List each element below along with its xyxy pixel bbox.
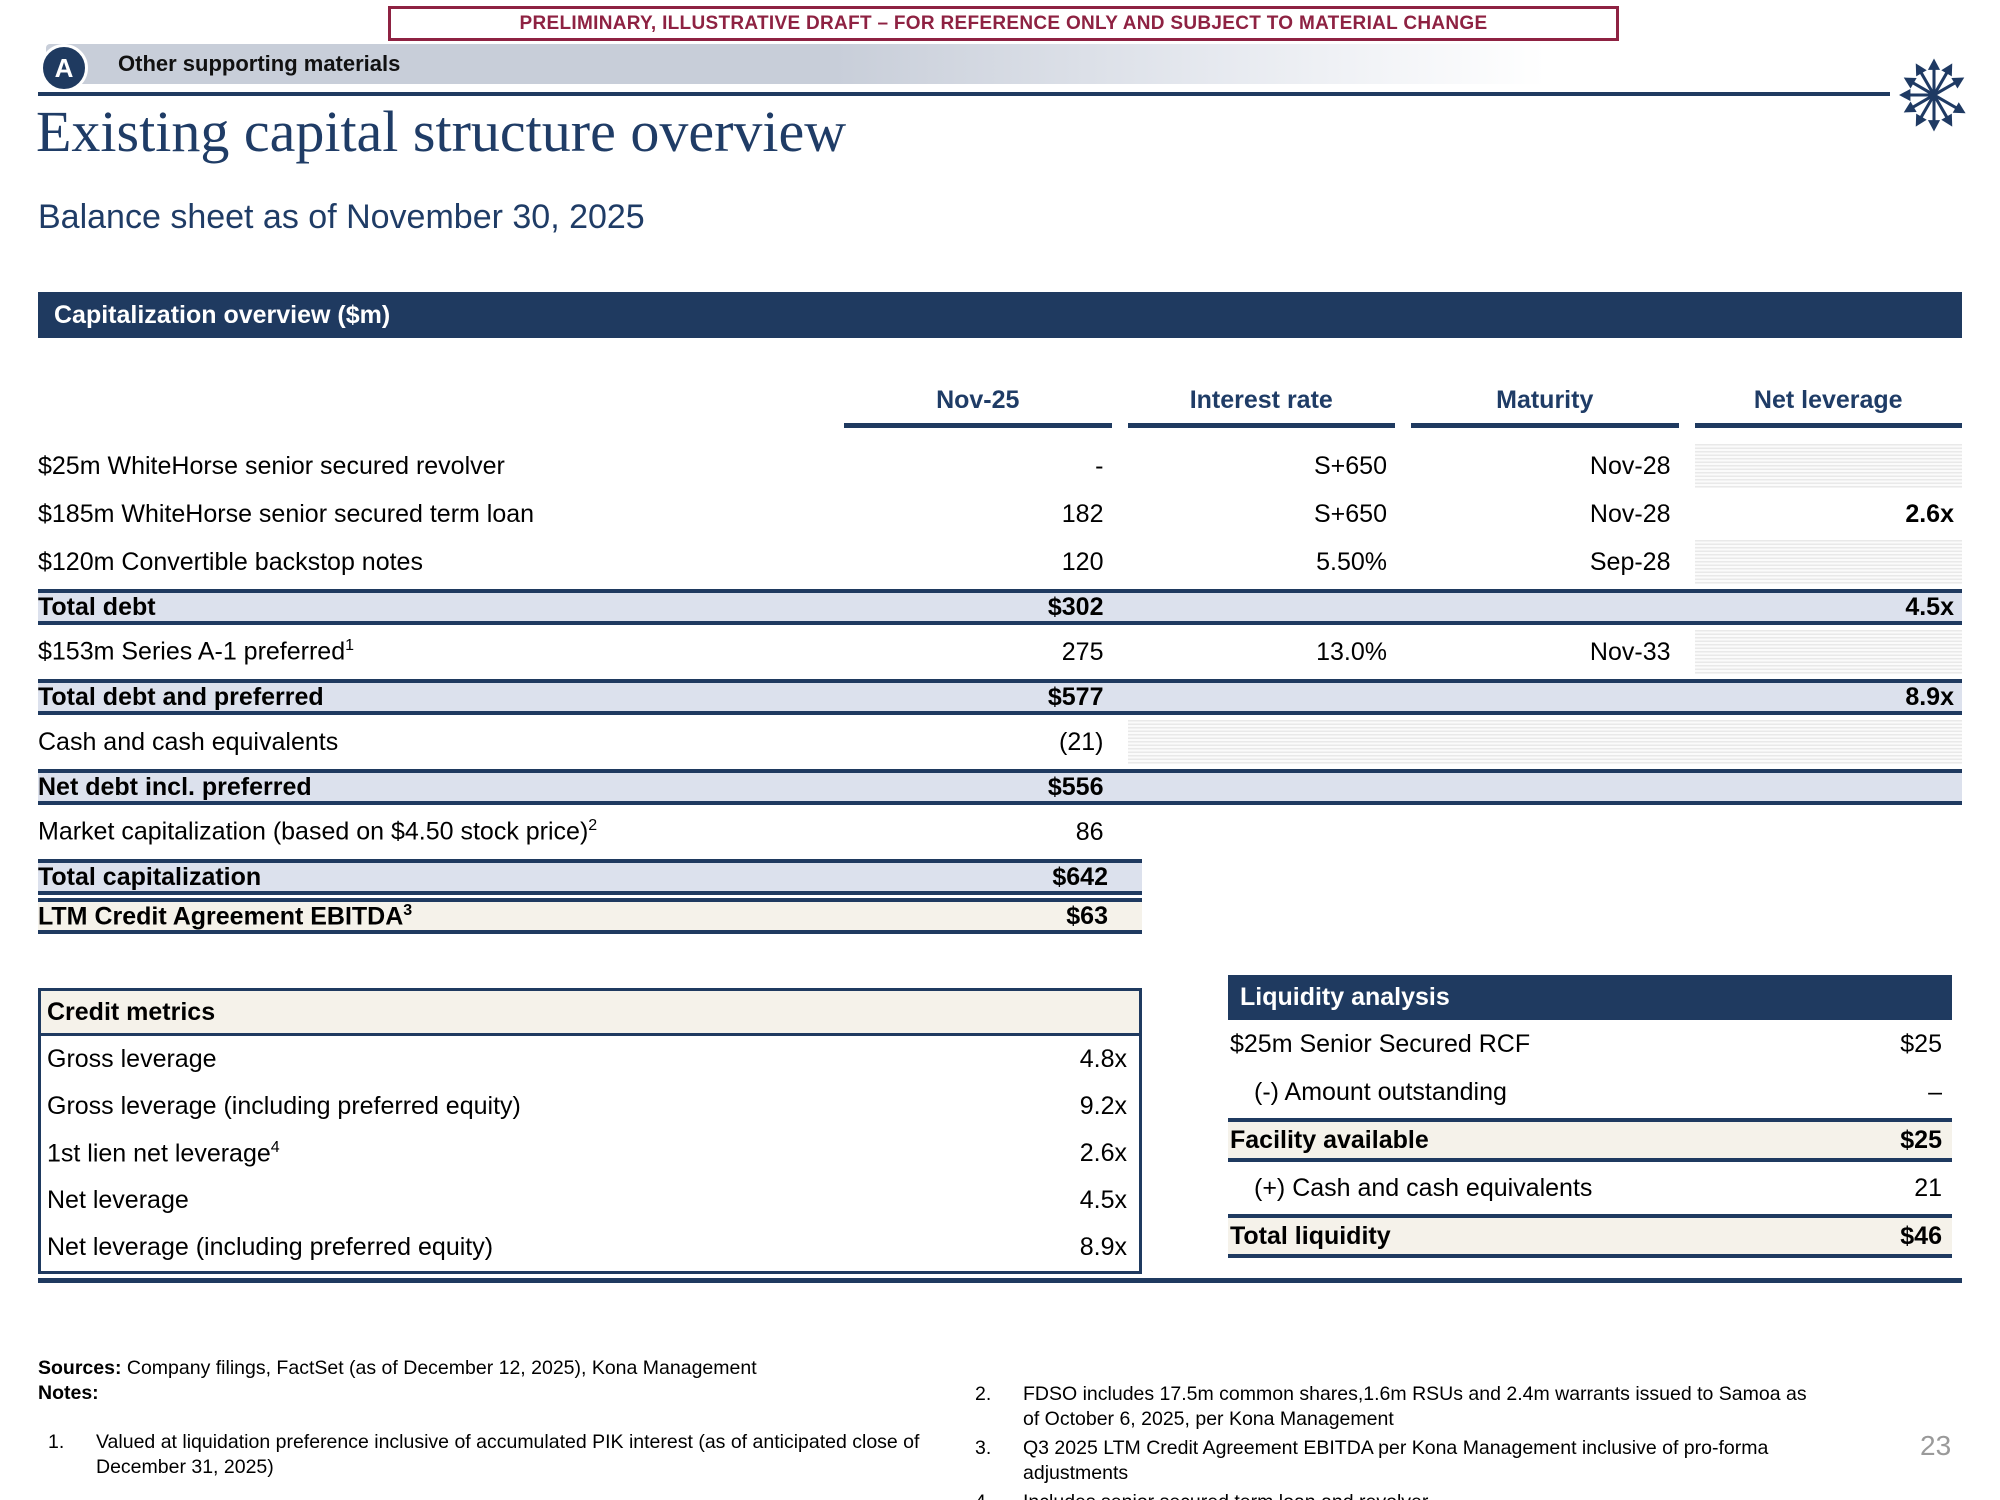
liquidity-total-row: Total liquidity $46 — [1228, 1214, 1952, 1258]
table-row: $25m WhiteHorse senior secured revolver … — [38, 442, 1962, 490]
footnote: 2. FDSO includes 17.5m common shares,1.6… — [975, 1383, 1807, 1430]
table-row: Cash and cash equivalents (21) — [38, 718, 1962, 766]
page-subtitle: Balance sheet as of November 30, 2025 — [38, 198, 645, 236]
col-header-net-leverage: Net leverage — [1694, 386, 1962, 428]
liquidity-row: (+) Cash and cash equivalents 21 — [1254, 1173, 1942, 1202]
row-label: Net debt incl. preferred — [38, 773, 312, 801]
row-label: $153m Series A-1 preferred1 — [38, 637, 355, 666]
cap-table-header-bar: Capitalization overview ($m) — [38, 292, 1962, 338]
notes-label: Notes: — [38, 1382, 99, 1404]
page-title: Existing capital structure overview — [36, 99, 847, 164]
footnotes-right: 2. FDSO includes 17.5m common shares,1.6… — [965, 1382, 1845, 1500]
table-row: $153m Series A-1 preferred1 275 13.0% No… — [38, 628, 1962, 676]
footnote: 4. Includes senior secured term loan and… — [965, 1490, 1845, 1500]
table-row: $120m Convertible backstop notes 120 5.5… — [38, 538, 1962, 586]
hatched-cell — [1694, 630, 1962, 674]
liquidity-row: (-) Amount outstanding – — [1254, 1077, 1942, 1106]
section-badge: A — [40, 44, 88, 92]
footnotes-left: Sources: Company filings, FactSet (as of… — [38, 1356, 953, 1480]
col-header-nov25: Nov-25 — [844, 386, 1112, 428]
row-label: Total capitalization — [38, 863, 262, 891]
draft-banner: PRELIMINARY, ILLUSTRATIVE DRAFT – FOR RE… — [388, 6, 1619, 41]
section-tab: Other supporting materials — [46, 44, 1561, 84]
row-label: $25m WhiteHorse senior secured revolver — [38, 451, 505, 480]
cap-table-title: Capitalization overview ($m) — [54, 300, 391, 329]
row-label: $120m Convertible backstop notes — [38, 547, 423, 576]
footer-divider — [38, 1278, 1962, 1283]
liquidity-analysis-box: Liquidity analysis $25m Senior Secured R… — [1228, 975, 1952, 1260]
col-header-interest-rate: Interest rate — [1127, 386, 1395, 428]
total-row: Total debt $302 4.5x — [38, 589, 1962, 625]
arrow-burst-logo-icon — [1899, 58, 1966, 132]
hatched-cell — [1694, 540, 1962, 584]
page-number: 23 — [1920, 1430, 1952, 1461]
total-row: Total capitalization $642 — [38, 859, 1142, 895]
credit-metric-row: Gross leverage 4.8x — [47, 1045, 1127, 1073]
table-row: $185m WhiteHorse senior secured term loa… — [38, 499, 1954, 528]
cap-table-column-headers: Nov-25 Interest rate Maturity Net levera… — [38, 372, 1962, 428]
credit-metric-row: Gross leverage (including preferred equi… — [47, 1092, 1127, 1120]
footnote: 3. Q3 2025 LTM Credit Agreement EBITDA p… — [975, 1437, 1769, 1484]
row-label: LTM Credit Agreement EBITDA3 — [38, 902, 413, 931]
credit-metrics-box: Credit metrics Gross leverage 4.8x Gross… — [38, 988, 1142, 1274]
row-label: Total debt — [38, 593, 156, 621]
footnote: 1. Valued at liquidation preference incl… — [48, 1431, 920, 1478]
credit-metric-row: Net leverage 4.5x — [47, 1186, 1127, 1214]
credit-metric-row: Net leverage (including preferred equity… — [47, 1233, 1127, 1261]
cap-table: Nov-25 Interest rate Maturity Net levera… — [38, 372, 1962, 937]
col-header-maturity: Maturity — [1411, 386, 1679, 428]
sources-line: Sources: Company filings, FactSet (as of… — [38, 1357, 757, 1379]
header-rule — [38, 92, 1890, 96]
liquidity-row: $25m Senior Secured RCF $25 — [1230, 1029, 1942, 1058]
row-label: Cash and cash equivalents — [38, 727, 339, 756]
section-tab-label: Other supporting materials — [118, 51, 401, 76]
hatched-cell — [1694, 444, 1962, 488]
section-badge-letter: A — [54, 52, 74, 83]
row-label: Market capitalization (based on $4.50 st… — [38, 817, 598, 846]
credit-metrics-header: Credit metrics — [41, 991, 1139, 1036]
row-label: $185m WhiteHorse senior secured term loa… — [38, 499, 535, 528]
total-row: LTM Credit Agreement EBITDA3 $63 — [38, 898, 1142, 934]
hatched-cell — [1127, 720, 1962, 764]
draft-banner-text: PRELIMINARY, ILLUSTRATIVE DRAFT – FOR RE… — [519, 12, 1488, 34]
row-label: Total debt and preferred — [38, 683, 324, 711]
total-row: Net debt incl. preferred $556 — [38, 769, 1962, 805]
total-row: Total debt and preferred $577 8.9x — [38, 679, 1962, 715]
liquidity-analysis-header: Liquidity analysis — [1228, 975, 1952, 1020]
table-row: Market capitalization (based on $4.50 st… — [38, 817, 1104, 846]
liquidity-total-row: Facility available $25 — [1228, 1118, 1952, 1162]
credit-metric-row: 1st lien net leverage4 2.6x — [47, 1138, 1127, 1168]
